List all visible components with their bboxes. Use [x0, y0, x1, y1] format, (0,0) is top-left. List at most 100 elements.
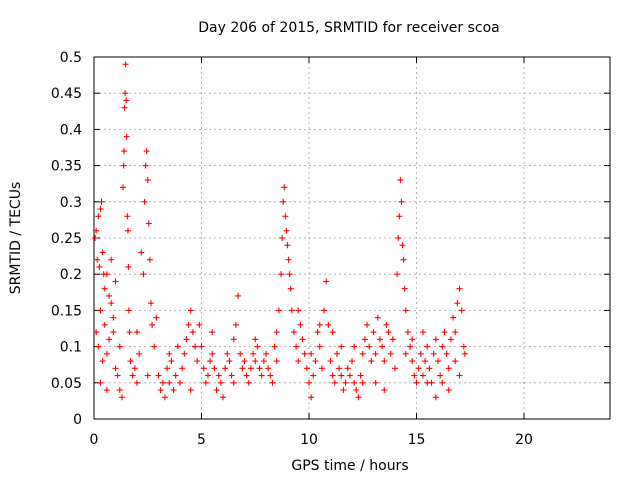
y-tick-label: 0 [73, 412, 82, 428]
data-point [123, 133, 130, 140]
data-point [97, 307, 104, 314]
data-point [174, 343, 181, 350]
data-point [116, 387, 123, 394]
data-point [303, 365, 310, 372]
data-point [147, 300, 154, 307]
data-point [215, 372, 222, 379]
data-point [338, 343, 345, 350]
data-point [235, 292, 242, 299]
y-tick-label: 0.25 [51, 231, 82, 247]
data-point [355, 394, 362, 401]
data-point [228, 372, 235, 379]
data-point [275, 307, 282, 314]
data-point [209, 329, 216, 336]
data-point [110, 329, 117, 336]
data-point [101, 321, 108, 328]
data-point [202, 379, 209, 386]
data-point [269, 379, 276, 386]
data-point [316, 343, 323, 350]
data-point [189, 329, 196, 336]
data-point [145, 220, 152, 227]
data-point [116, 343, 123, 350]
data-point [389, 336, 396, 343]
data-point [426, 365, 433, 372]
grid [94, 57, 610, 419]
data-point [93, 227, 100, 234]
data-point [287, 285, 294, 292]
data-points [92, 61, 468, 401]
data-point [424, 379, 431, 386]
data-point [157, 387, 164, 394]
data-point [172, 372, 179, 379]
data-point [265, 365, 272, 372]
data-point [308, 394, 315, 401]
data-point [439, 343, 446, 350]
data-point [286, 271, 293, 278]
y-tick-label: 0.35 [51, 159, 82, 175]
data-point [417, 350, 424, 357]
data-point [318, 365, 325, 372]
data-point [112, 365, 119, 372]
data-point [267, 372, 274, 379]
data-point [280, 198, 287, 205]
data-point [237, 350, 244, 357]
axis-ticks [93, 56, 610, 420]
data-point [93, 329, 100, 336]
data-point [185, 321, 192, 328]
data-point [136, 350, 143, 357]
data-point [243, 372, 250, 379]
data-point [361, 336, 368, 343]
data-point [383, 321, 390, 328]
y-tick-label: 0.05 [51, 376, 82, 392]
data-point [359, 350, 366, 357]
data-point [273, 329, 280, 336]
data-point [99, 249, 106, 256]
data-point [399, 242, 406, 249]
data-point [415, 365, 422, 372]
data-point [372, 379, 379, 386]
data-point [164, 365, 171, 372]
data-point [374, 314, 381, 321]
data-point [284, 242, 291, 249]
data-point [404, 329, 411, 336]
data-point [239, 365, 246, 372]
data-point [166, 379, 173, 386]
data-point [198, 343, 205, 350]
data-point [279, 235, 286, 241]
data-point [359, 379, 366, 386]
data-point [379, 343, 386, 350]
data-point [204, 372, 211, 379]
data-point [95, 213, 102, 220]
data-point [168, 358, 175, 365]
data-point [110, 314, 117, 321]
data-point [338, 372, 345, 379]
data-point [310, 372, 317, 379]
data-point [96, 263, 103, 270]
data-point [295, 358, 302, 365]
data-point [351, 379, 358, 386]
data-point [278, 271, 285, 278]
data-point [381, 358, 388, 365]
data-point [230, 379, 237, 386]
data-point [241, 358, 248, 365]
data-point [437, 372, 444, 379]
data-point [368, 358, 375, 365]
data-point [120, 162, 127, 169]
data-point [254, 343, 261, 350]
data-point [120, 184, 127, 191]
data-point [282, 213, 289, 220]
data-point [159, 379, 166, 386]
y-axis-label: SRMTID / TECUs [8, 182, 24, 295]
data-point [217, 379, 224, 386]
y-tick-label: 0.5 [60, 50, 82, 66]
data-point [407, 343, 414, 350]
data-point [123, 97, 130, 104]
data-point [209, 350, 216, 357]
data-point [224, 350, 231, 357]
data-point [194, 358, 201, 365]
data-point [161, 394, 168, 401]
data-point [301, 350, 308, 357]
data-point [314, 329, 321, 336]
data-point [122, 90, 129, 97]
data-point [394, 271, 401, 278]
